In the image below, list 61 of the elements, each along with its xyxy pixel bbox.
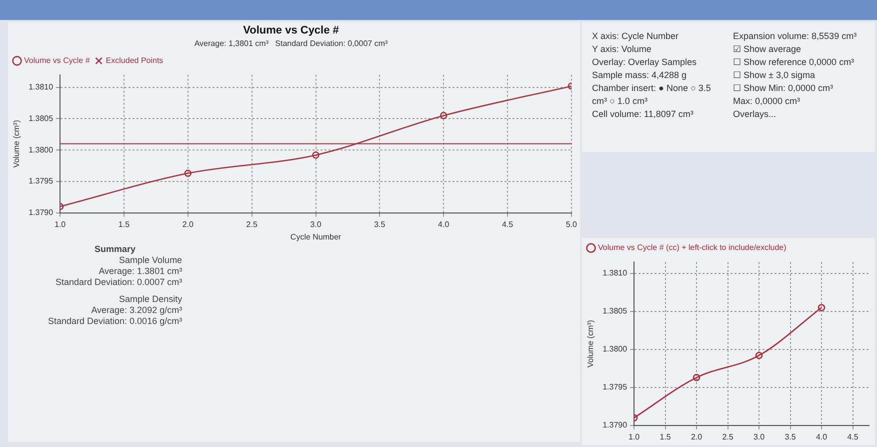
x-tick-label: 1.0 [628,432,640,442]
y-tick-label: 1.3805 [28,114,54,123]
x-tick-label: 3.0 [753,432,766,442]
text: X axis: Cycle Number [592,30,680,43]
y-axis-title: Volume (cm³) [12,120,22,168]
y-tick-label: 1.3790 [602,420,628,430]
x-tick-label: 4.5 [502,220,514,229]
legend-label: Excluded Points [106,56,164,66]
x-tick-label: 5.0 [566,220,578,229]
x-tick-label: 2.5 [722,432,734,442]
y-tick-label: 1.3810 [28,82,54,92]
point [440,112,448,120]
x-tick-label: 4.0 [438,220,450,229]
text: Average: 1.3801 cm³ [98,266,182,277]
text: Overlays... [733,108,778,121]
chart-title: Volume vs Cycle # [243,24,339,37]
point [818,304,826,312]
text: Overlay: Overlay Samples [592,56,698,69]
point [312,151,320,159]
x-tick-label: 3.0 [310,220,322,229]
x-tick-label: 3.5 [784,432,796,442]
y-tick-label: 1.3795 [602,382,628,392]
y-tick-label: 1.3790 [28,208,54,218]
text: Sample Volume [118,255,182,266]
x-tick-label: 4.0 [816,432,828,442]
point [184,170,192,177]
y-axis-title: Volume (cm³) [586,320,596,368]
text: Sample Density [118,294,182,305]
x-tick-label: 1.5 [660,432,672,442]
text: Average: 3.2092 g/cm³ [90,305,182,316]
text: Standard Deviation: 0.0007 cm³ [54,277,182,288]
text: Cell volume: 11,8097 cm³ [592,108,694,121]
y-tick-label: 1.3800 [602,344,628,354]
chart-subtitle: Average: 1,3801 cm³ Standard Deviation: 0,0007 cm³ [194,39,388,48]
text: ☑ Show average [733,43,802,56]
legend-label: Volume vs Cycle # [24,56,90,66]
y-tick-label: 1.3800 [28,145,54,154]
x-tick-label: 4.5 [847,432,859,442]
text: ☐ Show reference 0,0000 cm³ [733,56,856,69]
legend-label: Volume vs Cycle # (cc) + left-click to include/exclude) [598,243,787,252]
point [692,374,700,382]
x-tick-label: 2.5 [246,220,258,229]
x-axis-title: Cycle Number [290,232,342,242]
x-tick-label: 1.0 [54,220,66,229]
y-tick-label: 1.3810 [602,268,628,278]
x-tick-label: 2.0 [690,432,703,442]
text: ☐ Show Min: 0,0000 cm³ [733,82,834,95]
text: Chamber insert: ● None ○ 3.5 cm³ ○ 1.0 cm³ [592,82,712,108]
text: Standard Deviation: 0.0016 g/cm³ [48,316,182,327]
x-tick-label: 2.0 [182,220,194,229]
text: Summary [94,244,137,255]
x-tick-label: 1.5 [118,220,130,229]
y-tick-label: 1.3805 [602,306,628,316]
point [755,352,763,360]
text: Max: 0,0000 cm³ [733,95,802,108]
text: ☐ Show ± 3,0 sigma [733,69,816,82]
text: Y axis: Volume [592,43,652,56]
y-tick-label: 1.3795 [28,176,54,186]
text: Sample mass: 4,4288 g [592,69,688,82]
x-tick-label: 3.5 [374,220,386,229]
text: Expansion volume: 8,5539 cm³ [733,30,858,43]
